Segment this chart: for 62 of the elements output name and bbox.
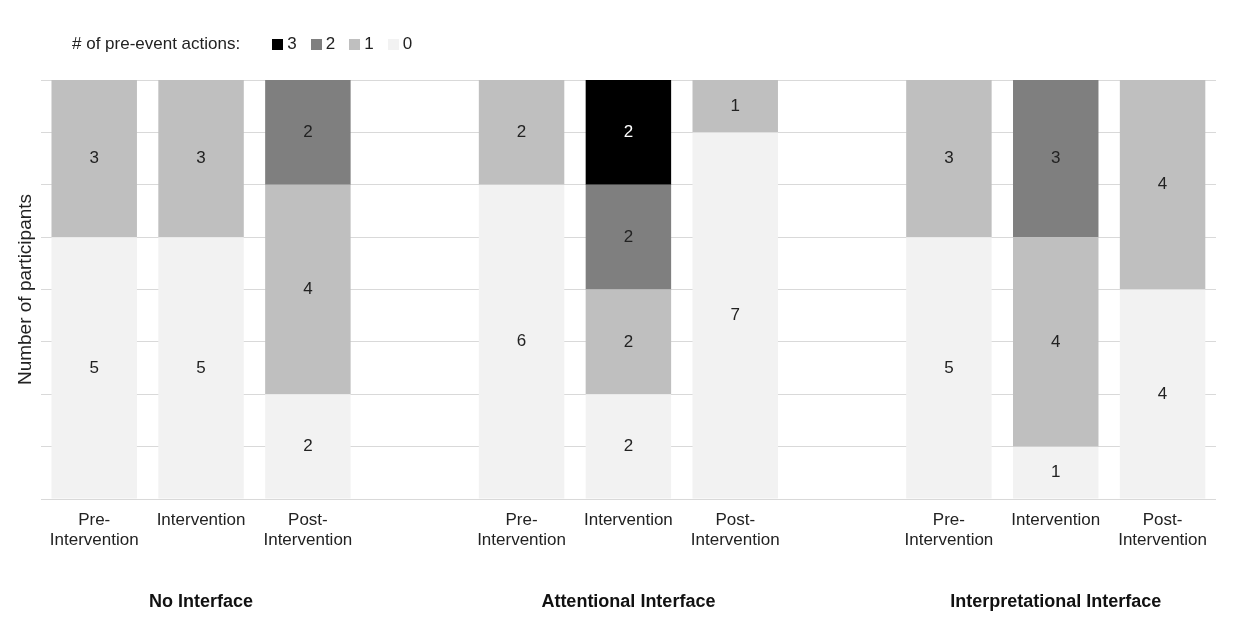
bar (585, 289, 672, 395)
data-label: 5 (89, 357, 99, 377)
data-label: 2 (623, 122, 634, 142)
data-label: 2 (623, 331, 634, 351)
bar (692, 80, 778, 133)
data-label: 5 (944, 357, 954, 377)
data-label: 3 (196, 148, 206, 168)
bar (1119, 80, 1206, 290)
bar (1013, 237, 1099, 447)
bar (51, 80, 137, 238)
bar (158, 80, 244, 238)
x-tick-label: Intervention (583, 509, 673, 529)
data-label: 2 (303, 436, 313, 456)
data-label: 1 (730, 95, 740, 115)
x-tick-label: Post-Intervention (1118, 509, 1207, 550)
bar (585, 394, 672, 499)
bar (51, 237, 137, 499)
y-axis-title: Number of participants (13, 193, 35, 386)
text: Attentional Interface (541, 590, 716, 611)
x-tick-label: Post-Intervention (263, 509, 353, 550)
data-label: 3 (1051, 148, 1061, 168)
data-label: 4 (1051, 331, 1061, 351)
bar (906, 237, 992, 499)
bar (906, 80, 992, 238)
bar (1119, 289, 1206, 499)
text: Interpretational Interface (950, 590, 1162, 611)
legend-title: # of pre-event actions: (72, 34, 241, 54)
legend-label: 3 (287, 34, 297, 54)
bar (478, 184, 565, 499)
x-tick-label: Pre-Intervention (904, 509, 994, 550)
data-label: 4 (1157, 383, 1168, 403)
data-label: 2 (516, 122, 527, 142)
x-tick-label: Intervention (156, 509, 246, 529)
bar (585, 184, 672, 290)
bar (158, 237, 244, 499)
data-label: 3 (944, 148, 954, 168)
data-label: 3 (89, 148, 99, 168)
data-label: 7 (730, 305, 740, 325)
data-label: 6 (516, 331, 527, 351)
x-tick-label: Pre-Intervention (49, 509, 139, 550)
bar (1013, 80, 1099, 238)
data-label: 2 (303, 122, 313, 142)
legend-label: 0 (402, 34, 413, 54)
data-label: 2 (623, 226, 634, 246)
data-label: 2 (623, 436, 634, 456)
x-tick-label: Post-Intervention (690, 509, 780, 550)
bar (478, 80, 565, 185)
data-label: 1 (1051, 462, 1061, 482)
data-label: 4 (1157, 174, 1168, 194)
bar (585, 80, 672, 185)
data-label: 5 (196, 357, 206, 377)
legend-label: 2 (325, 34, 336, 54)
bar (265, 184, 351, 395)
text: No Interface (149, 590, 254, 611)
bar (265, 80, 351, 185)
data-label: 4 (303, 279, 313, 299)
bar (265, 394, 351, 499)
x-tick-label: Pre-Intervention (477, 509, 566, 550)
bar (1013, 446, 1099, 499)
x-tick-label: Intervention (1011, 509, 1101, 529)
legend-label: 1 (364, 34, 374, 54)
bar (692, 132, 778, 499)
